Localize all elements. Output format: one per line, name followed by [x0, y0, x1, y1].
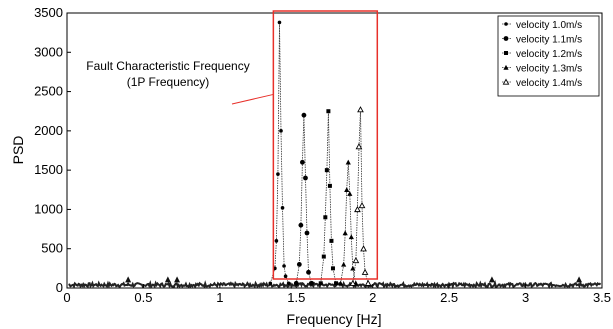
- legend-label: velocity 1.4m/s: [516, 78, 582, 89]
- legend-label: velocity 1.3m/s: [516, 64, 582, 75]
- data-point: [344, 187, 350, 192]
- data-point: [318, 281, 323, 286]
- series-velocity-1-4m-s: [349, 106, 372, 286]
- data-point: [354, 205, 361, 213]
- data-point: [324, 168, 329, 173]
- noise-spike-marker: [488, 276, 495, 283]
- x-tick-label: 3: [522, 290, 529, 305]
- data-point: [503, 36, 509, 41]
- y-tick-label: 0: [56, 280, 63, 295]
- data-point: [293, 280, 299, 286]
- data-point: [345, 159, 351, 165]
- x-tick-label: 2: [369, 290, 376, 305]
- data-point: [276, 172, 280, 176]
- data-point: [504, 22, 508, 26]
- x-tick-label: 3.5: [593, 290, 611, 305]
- series-line: [320, 111, 337, 284]
- data-point: [347, 191, 353, 196]
- data-point: [303, 175, 308, 181]
- data-point: [361, 268, 369, 275]
- data-point: [349, 279, 357, 286]
- x-axis-label: Frequency [Hz]: [287, 311, 382, 327]
- data-point: [301, 112, 307, 118]
- y-axis-label: PSD: [10, 136, 26, 165]
- annotation-arrow: [231, 93, 274, 105]
- highlight-box: [272, 10, 379, 280]
- data-point: [306, 269, 311, 275]
- x-axis: 0 0.5 1 1.5 2 2.5 3 3.5: [63, 284, 611, 305]
- noise-spike-marker: [125, 276, 132, 283]
- data-point: [283, 274, 288, 279]
- data-point: [358, 201, 366, 209]
- legend-label: velocity 1.2m/s: [516, 49, 582, 60]
- series-layer: [268, 20, 372, 286]
- data-point: [323, 215, 328, 220]
- y-tick-label: 1500: [34, 162, 63, 177]
- annotation-line-2: (1P Frequency): [127, 75, 209, 89]
- y-tick-label: 2500: [34, 84, 63, 99]
- series-velocity-1-1m-s: [293, 112, 314, 286]
- data-point: [300, 159, 305, 165]
- noise-spike-marker: [164, 276, 171, 283]
- y-tick-label: 3500: [34, 5, 63, 20]
- data-point: [360, 245, 367, 252]
- data-point: [326, 109, 331, 114]
- noise-spike-marker: [174, 276, 181, 283]
- x-tick-label: 1: [216, 290, 223, 305]
- y-tick-label: 500: [41, 241, 63, 256]
- y-tick-label: 1000: [34, 201, 63, 216]
- data-point: [286, 281, 291, 286]
- data-point: [277, 20, 282, 25]
- noise-trace: [68, 279, 602, 290]
- x-tick-label: 0: [63, 290, 70, 305]
- y-axis: 0 500 1000 1500 2000 2500 3000 3500: [34, 5, 71, 295]
- x-tick-label: 2.5: [440, 290, 458, 305]
- noise-spike-marker: [576, 276, 583, 283]
- legend-box: [497, 15, 600, 97]
- data-point: [279, 129, 283, 133]
- data-point: [274, 239, 279, 243]
- legend-label: velocity 1.1m/s: [516, 35, 582, 46]
- data-point: [357, 106, 364, 113]
- data-point: [342, 230, 348, 236]
- data-point: [304, 230, 310, 236]
- data-point: [282, 264, 286, 268]
- annotation-line-1: Fault Characteristic Frequency: [86, 59, 249, 73]
- data-point: [298, 222, 304, 228]
- series-line: [269, 22, 289, 284]
- data-point: [296, 262, 302, 267]
- data-point: [364, 279, 372, 286]
- x-tick-label: 0.5: [134, 290, 152, 305]
- data-point: [321, 254, 326, 259]
- series-velocity-1-2m-s: [318, 109, 339, 286]
- noise-floor: [68, 276, 602, 290]
- data-point: [503, 64, 509, 70]
- data-point: [268, 281, 273, 286]
- legend: velocity 1.0m/s velocity 1.1m/s velocity 1…: [497, 15, 600, 97]
- legend-label: velocity 1.0m/s: [516, 20, 582, 31]
- data-point: [280, 206, 285, 210]
- data-point: [341, 261, 347, 267]
- data-point: [330, 266, 335, 271]
- data-point: [350, 265, 356, 271]
- data-point: [504, 51, 508, 55]
- x-tick-label: 1.5: [287, 290, 305, 305]
- data-point: [352, 256, 360, 264]
- data-point: [355, 143, 363, 150]
- y-tick-label: 2000: [34, 123, 63, 138]
- data-point: [309, 280, 314, 286]
- y-tick-label: 3000: [34, 44, 63, 59]
- data-point: [502, 78, 510, 85]
- data-point: [348, 234, 354, 240]
- data-point: [334, 281, 339, 286]
- data-point: [338, 280, 344, 286]
- data-point: [329, 238, 334, 243]
- data-point: [327, 183, 332, 188]
